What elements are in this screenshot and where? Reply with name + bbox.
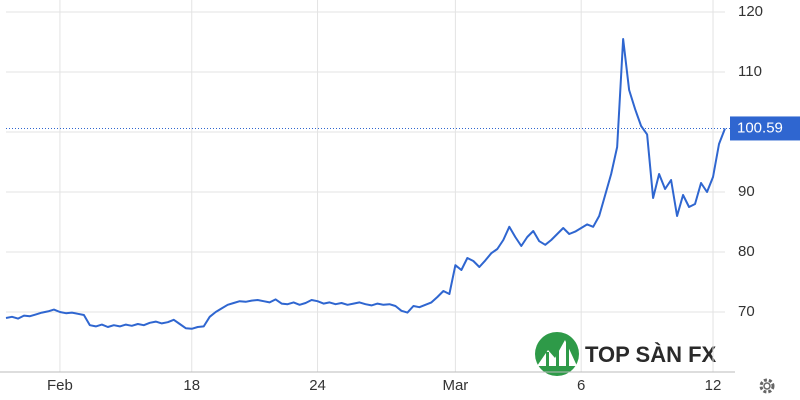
watermark-text: TOP SÀN FX: [585, 342, 717, 367]
y-tick-label: 90: [738, 183, 755, 200]
y-tick-label: 120: [738, 3, 763, 20]
last-value-label: 100.59: [737, 119, 783, 136]
watermark-logo: [535, 332, 579, 376]
price-line: [5, 38, 726, 330]
y-tick-label: 80: [738, 243, 755, 260]
settings-icon[interactable]: [759, 378, 775, 394]
y-tick-label: 70: [738, 303, 755, 320]
x-tick-label: 6: [577, 377, 585, 394]
last-value-box: [730, 116, 800, 141]
x-tick-label: Mar: [442, 377, 468, 394]
x-tick-label: Feb: [47, 377, 73, 394]
x-tick-label: 12: [705, 377, 722, 394]
x-tick-label: 24: [309, 377, 326, 394]
y-tick-label: 110: [738, 63, 762, 80]
x-tick-label: 18: [183, 377, 200, 394]
